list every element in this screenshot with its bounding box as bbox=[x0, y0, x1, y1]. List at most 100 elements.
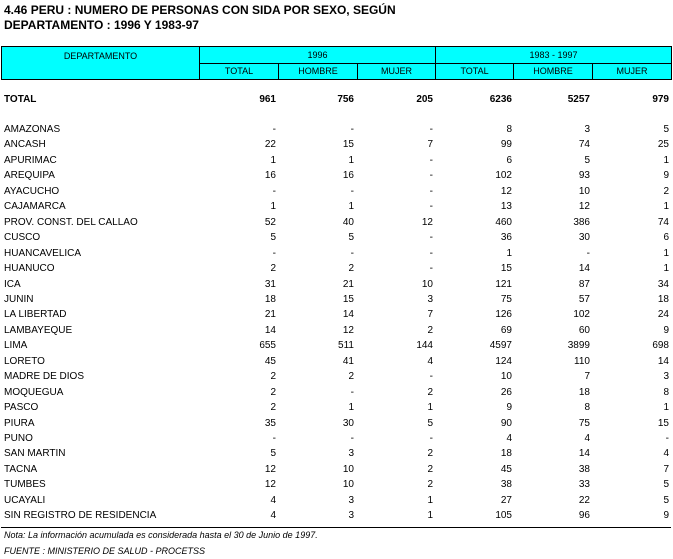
row-value: 2 bbox=[270, 386, 276, 398]
row-value: 38 bbox=[500, 479, 512, 491]
row-value: 1 bbox=[270, 201, 276, 213]
row-value: 2 bbox=[270, 371, 276, 383]
row-value: 18 bbox=[500, 448, 512, 460]
table-row: LAMBAYEQUE 14 12 2 69 60 9 bbox=[0, 323, 673, 338]
row-value: 4 bbox=[506, 433, 512, 444]
table-row: MOQUEGUA 2 - 2 26 18 8 bbox=[0, 385, 673, 400]
table-row: AMAZONAS - - - 8 3 5 bbox=[0, 122, 673, 137]
row-value: 12 bbox=[421, 216, 433, 228]
row-value: 4 bbox=[427, 355, 433, 367]
row-value: 22 bbox=[264, 139, 276, 151]
row-value: 12 bbox=[342, 324, 354, 336]
row-value: 15 bbox=[500, 263, 512, 275]
row-value: 1 bbox=[270, 154, 276, 166]
row-label: PUNO bbox=[4, 433, 33, 444]
row-label: AYACUCHO bbox=[4, 185, 60, 197]
row-value: 4597 bbox=[489, 340, 512, 352]
row-value: 2 bbox=[270, 263, 276, 275]
row-label: AMAZONAS bbox=[4, 124, 61, 135]
row-value: 14 bbox=[657, 355, 669, 367]
table-row: CAJAMARCA 1 1 - 13 12 1 bbox=[0, 199, 673, 214]
row-value: 2 bbox=[427, 448, 433, 460]
row-value: - bbox=[429, 154, 433, 166]
row-value: 1 bbox=[427, 510, 433, 522]
table-row: AYACUCHO - - - 12 10 2 bbox=[0, 184, 673, 199]
row-value: 5 bbox=[663, 494, 669, 506]
row-value: 3 bbox=[348, 448, 354, 460]
table-header: DEPARTAMENTO 1996 1983 - 1997 TOTAL HOMB… bbox=[1, 46, 673, 80]
row-value: 1 bbox=[663, 154, 669, 166]
row-value: 45 bbox=[500, 463, 512, 475]
row-value: 14 bbox=[578, 263, 590, 275]
row-value: 1 bbox=[348, 201, 354, 213]
row-value: 3899 bbox=[567, 340, 590, 352]
row-value: 57 bbox=[578, 293, 590, 305]
table-row: TUMBES 12 10 2 38 33 5 bbox=[0, 477, 673, 492]
row-value: 93 bbox=[578, 170, 590, 182]
table-row: HUANCAVELICA - - - 1 - 1 bbox=[0, 246, 673, 261]
row-label: UCAYALI bbox=[4, 494, 46, 506]
table-row: TACNA 12 10 2 45 38 7 bbox=[0, 462, 673, 477]
row-value: 102 bbox=[573, 309, 590, 321]
row-value: - bbox=[429, 232, 433, 244]
row-value: 12 bbox=[500, 185, 512, 197]
row-value: 7 bbox=[663, 463, 669, 475]
row-value: - bbox=[429, 263, 433, 275]
table-row: CUSCO 5 5 - 36 30 6 bbox=[0, 230, 673, 245]
row-value: 1 bbox=[348, 402, 354, 414]
table-row: PIURA 35 30 5 90 75 15 bbox=[0, 416, 673, 431]
row-value: 1 bbox=[348, 154, 354, 166]
table-row: MADRE DE DIOS 2 2 - 10 7 3 bbox=[0, 369, 673, 384]
row-label: SIN REGISTRO DE RESIDENCIA bbox=[4, 510, 157, 522]
table-row: UCAYALI 4 3 1 27 22 5 bbox=[0, 493, 673, 508]
header-group-1983-1997: 1983 - 1997 bbox=[435, 46, 673, 64]
row-value: 1 bbox=[506, 247, 512, 259]
row-label: AREQUIPA bbox=[4, 170, 55, 182]
row-label: CUSCO bbox=[4, 232, 41, 244]
header-col-hombre-1996: HOMBRE bbox=[278, 62, 358, 80]
row-value: 144 bbox=[416, 340, 433, 352]
row-value: 655 bbox=[259, 340, 276, 352]
row-value: 2 bbox=[427, 386, 433, 398]
table-row: SAN MARTIN 5 3 2 18 14 4 bbox=[0, 446, 673, 461]
row-value: 36 bbox=[500, 232, 512, 244]
table-title-line-1: 4.46 PERU : NUMERO DE PERSONAS CON SIDA … bbox=[4, 3, 396, 17]
row-label: MOQUEGUA bbox=[4, 386, 64, 398]
row-label: ANCASH bbox=[4, 139, 46, 151]
row-value: 18 bbox=[264, 293, 276, 305]
row-value: 30 bbox=[578, 232, 590, 244]
row-value: - bbox=[272, 124, 276, 135]
row-value: 2 bbox=[348, 263, 354, 275]
row-value: 3 bbox=[348, 494, 354, 506]
table-row: PUNO - - - 4 4 - bbox=[0, 431, 673, 446]
row-value: 9 bbox=[506, 402, 512, 414]
row-value: 2 bbox=[427, 324, 433, 336]
row-value: 3 bbox=[584, 124, 590, 135]
row-value: 10 bbox=[500, 371, 512, 383]
row-value: 7 bbox=[427, 309, 433, 321]
header-col-total-1996: TOTAL bbox=[199, 62, 279, 80]
row-value: 75 bbox=[578, 417, 590, 429]
row-value: 4 bbox=[584, 433, 590, 444]
table-title-line-2: DEPARTAMENTO : 1996 Y 1983-97 bbox=[4, 18, 199, 32]
row-value: 102 bbox=[495, 170, 512, 182]
row-value: - bbox=[429, 201, 433, 213]
row-value: - bbox=[429, 371, 433, 383]
row-value: 8 bbox=[663, 386, 669, 398]
row-value: - bbox=[429, 170, 433, 182]
row-value: 12 bbox=[264, 463, 276, 475]
row-label: MADRE DE DIOS bbox=[4, 371, 85, 383]
header-col-hombre-1983: HOMBRE bbox=[513, 62, 594, 80]
row-value: 126 bbox=[495, 309, 512, 321]
row-value: 6 bbox=[663, 232, 669, 244]
row-value: 87 bbox=[578, 278, 590, 290]
row-value: 121 bbox=[495, 278, 512, 290]
row-value: 16 bbox=[264, 170, 276, 182]
row-value: 5257 bbox=[567, 94, 590, 105]
header-group-1996: 1996 bbox=[198, 46, 437, 64]
row-label: TACNA bbox=[4, 463, 38, 475]
table-row: LA LIBERTAD 21 14 7 126 102 24 bbox=[0, 307, 673, 322]
row-value: 1 bbox=[427, 494, 433, 506]
row-value: - bbox=[350, 433, 354, 444]
row-value: 2 bbox=[427, 463, 433, 475]
